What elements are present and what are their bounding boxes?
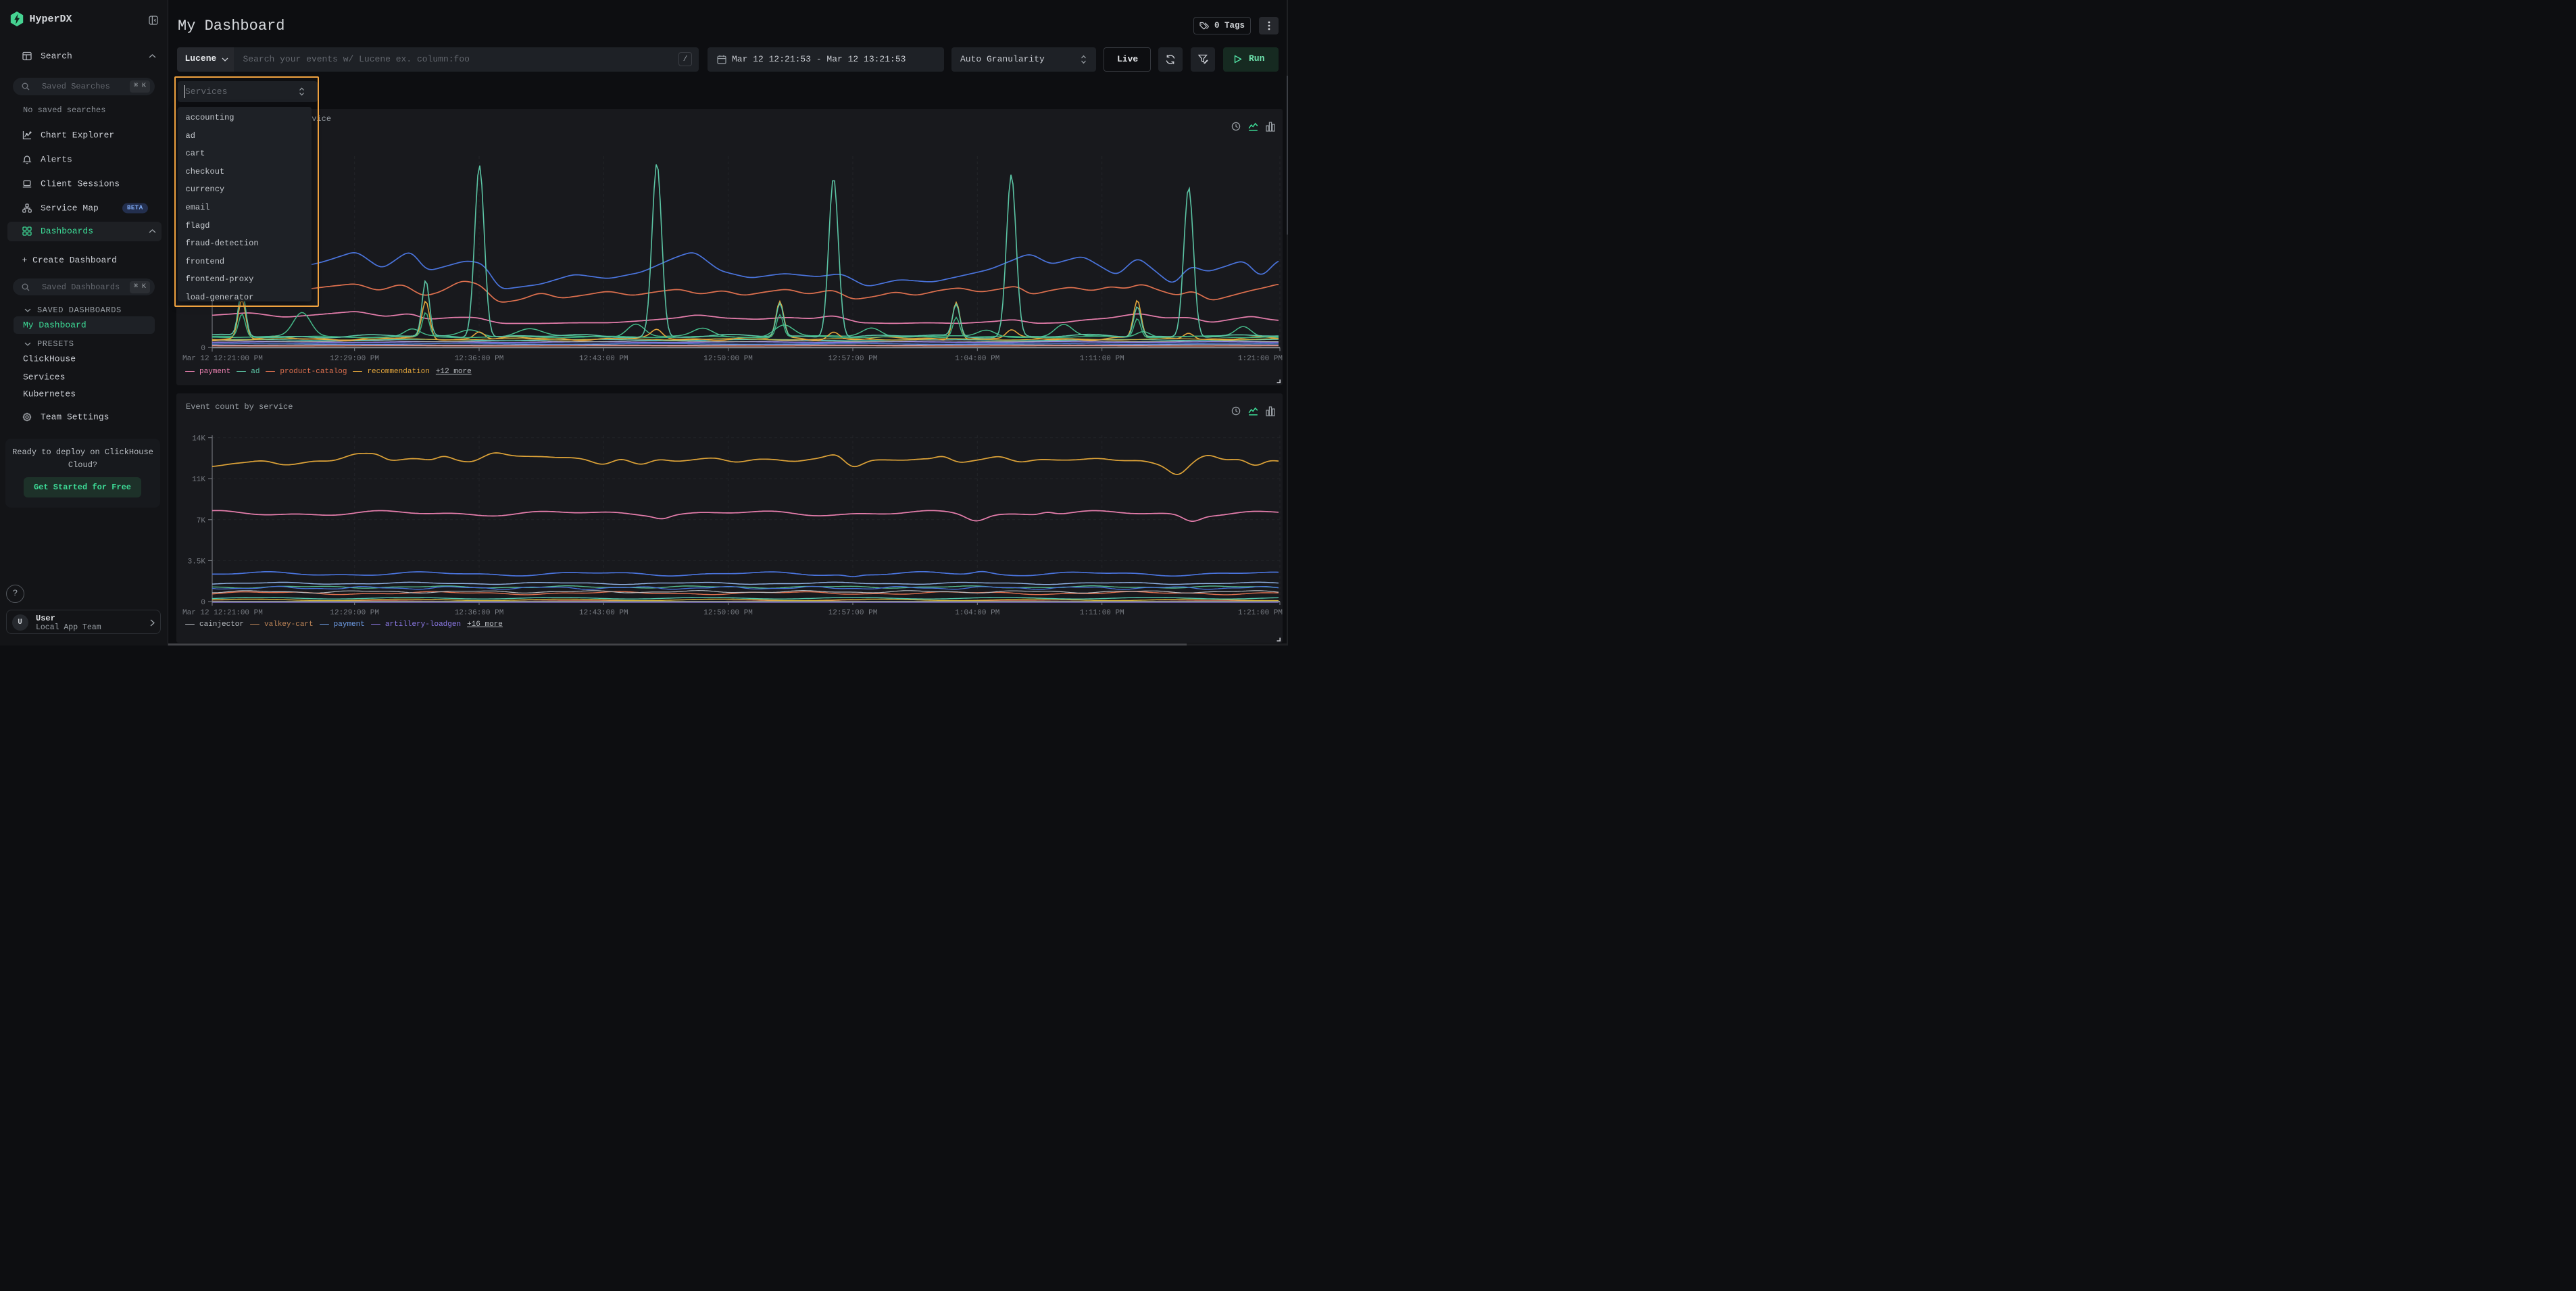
svg-text:1:04:00 PM: 1:04:00 PM (955, 609, 999, 617)
svg-text:3.5K: 3.5K (188, 558, 206, 566)
svg-text:14K: 14K (192, 435, 205, 443)
svg-text:12:57:00 PM: 12:57:00 PM (828, 355, 878, 363)
svg-text:12:50:00 PM: 12:50:00 PM (703, 355, 753, 363)
svg-text:1:11:00 PM: 1:11:00 PM (1080, 609, 1124, 617)
svg-text:1:04:00 PM: 1:04:00 PM (955, 355, 999, 363)
svg-text:Mar 12 12:21:00 PM: Mar 12 12:21:00 PM (182, 355, 263, 363)
svg-text:1:21:00 PM: 1:21:00 PM (1238, 355, 1283, 363)
svg-text:0: 0 (201, 345, 205, 353)
svg-text:7K: 7K (197, 516, 206, 525)
svg-text:12:29:00 PM: 12:29:00 PM (330, 355, 379, 363)
svg-text:12:36:00 PM: 12:36:00 PM (455, 609, 504, 617)
svg-text:12:50:00 PM: 12:50:00 PM (703, 609, 753, 617)
svg-text:12:29:00 PM: 12:29:00 PM (330, 609, 379, 617)
svg-text:12:57:00 PM: 12:57:00 PM (828, 609, 878, 617)
svg-text:12:36:00 PM: 12:36:00 PM (455, 355, 504, 363)
svg-text:1:21:00 PM: 1:21:00 PM (1238, 609, 1283, 617)
svg-text:12:43:00 PM: 12:43:00 PM (579, 355, 628, 363)
svg-text:12:43:00 PM: 12:43:00 PM (579, 609, 628, 617)
svg-text:0: 0 (201, 599, 205, 607)
svg-text:11K: 11K (192, 476, 205, 484)
svg-text:Mar 12 12:21:00 PM: Mar 12 12:21:00 PM (182, 609, 263, 617)
svg-text:1:11:00 PM: 1:11:00 PM (1080, 355, 1124, 363)
